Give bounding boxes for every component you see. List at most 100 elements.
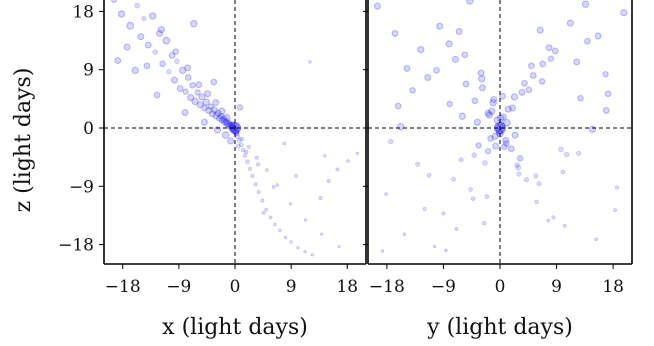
data-point [446, 100, 453, 108]
data-point [178, 66, 187, 75]
data-point [492, 142, 500, 150]
x-tick-label: −9 [166, 277, 191, 297]
data-point [620, 9, 628, 17]
data-point [208, 110, 217, 118]
data-point [176, 85, 184, 92]
data-point [477, 69, 485, 77]
data-point [166, 69, 172, 75]
data-point [507, 145, 515, 153]
data-point [204, 90, 212, 98]
y-tick-label: 9 [83, 61, 94, 81]
data-point [218, 107, 226, 115]
data-point [191, 97, 199, 106]
data-point [240, 147, 246, 153]
data-point [433, 67, 440, 74]
data-point [614, 185, 619, 190]
data-point [159, 60, 166, 68]
data-point [484, 109, 492, 117]
data-point [576, 150, 582, 156]
data-point [346, 159, 350, 163]
x-tick-label: 0 [495, 277, 506, 297]
data-point [602, 71, 609, 78]
data-point [504, 105, 512, 113]
data-point [182, 88, 189, 95]
data-point [577, 94, 584, 102]
y-tick-label: −18 [58, 236, 94, 256]
data-point [396, 122, 405, 131]
data-point [594, 32, 602, 40]
data-point [184, 64, 192, 72]
data-point [563, 151, 570, 158]
data-point [533, 173, 539, 179]
data-point [588, 125, 597, 133]
data-point [581, 0, 590, 8]
x-tick-label: 9 [286, 277, 297, 297]
x-tick-label: 18 [602, 277, 624, 297]
data-point [196, 101, 204, 109]
data-point [238, 142, 244, 148]
x-tick-label: 0 [230, 277, 241, 297]
data-point [114, 57, 122, 65]
data-point [254, 155, 259, 160]
data-point [236, 137, 242, 143]
data-point [137, 33, 145, 41]
x-axis-label: y (light days) [426, 315, 573, 340]
data-point [545, 44, 553, 52]
data-point [551, 47, 559, 55]
data-point [604, 90, 612, 98]
data-point [482, 221, 487, 226]
data-point [210, 78, 218, 86]
data-point [501, 143, 508, 151]
data-point [236, 104, 244, 111]
data-point [523, 177, 529, 183]
data-point [245, 159, 250, 164]
data-point [235, 143, 241, 149]
data-point [310, 253, 314, 257]
data-point [478, 84, 486, 92]
data-point [123, 43, 131, 51]
data-point [489, 98, 497, 107]
data-point [181, 109, 189, 116]
data-point [239, 136, 245, 142]
y-axis-label: z (light days) [11, 68, 36, 213]
data-point [174, 58, 180, 65]
data-point [126, 21, 135, 30]
data-point [455, 28, 463, 35]
data-point [415, 161, 421, 167]
data-point [117, 10, 126, 18]
data-point [515, 164, 521, 171]
panel-yz: −18 −9 0 9 18 y (light days) [363, 0, 633, 340]
data-point [134, 2, 140, 9]
data-point [547, 55, 555, 62]
data-point [468, 187, 473, 192]
data-point [256, 190, 261, 195]
data-point [402, 232, 407, 236]
data-point [518, 88, 526, 96]
data-point [510, 93, 519, 101]
data-point [260, 198, 265, 203]
data-point [529, 72, 537, 79]
data-point [502, 140, 510, 147]
data-point [432, 244, 437, 249]
data-point [152, 49, 158, 55]
point-layer [110, 0, 359, 257]
x-tick-label: −9 [431, 277, 456, 297]
data-point [337, 244, 341, 249]
data-point [184, 74, 192, 81]
x-tick-label: 9 [551, 277, 562, 297]
data-point [471, 97, 479, 105]
data-point [156, 29, 163, 37]
data-point [250, 173, 255, 178]
data-point [391, 29, 399, 37]
data-point [384, 192, 389, 196]
data-point [141, 16, 147, 22]
data-point [462, 80, 470, 88]
point-layer [373, 0, 628, 253]
data-point [195, 81, 203, 88]
data-point [189, 82, 196, 89]
data-point [244, 149, 249, 155]
data-point [214, 109, 222, 117]
data-point [294, 174, 298, 178]
data-point [387, 138, 394, 145]
